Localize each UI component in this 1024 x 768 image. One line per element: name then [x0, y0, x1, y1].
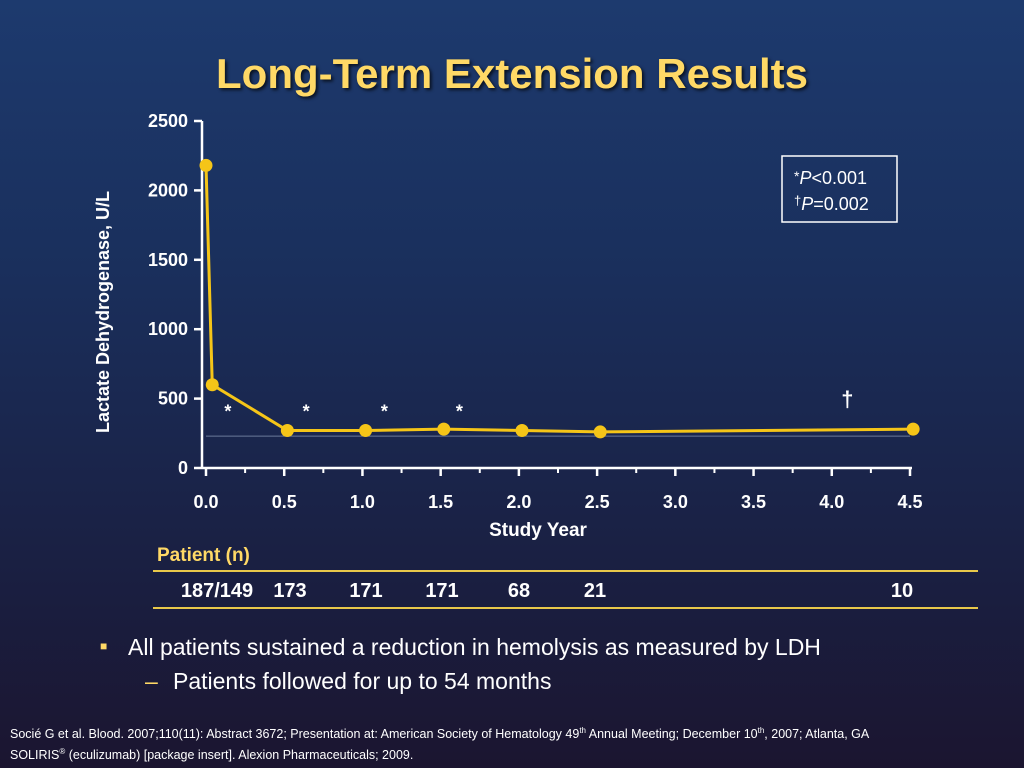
- svg-text:*P<0.001: *P<0.001: [794, 168, 867, 188]
- x-tick-label-1: 0.5: [272, 492, 297, 512]
- significance-marker-2: *: [381, 402, 388, 422]
- table-top-rule: [153, 570, 978, 572]
- x-tick-label-6: 3.0: [663, 492, 688, 512]
- y-axis-ticks: 0 500 1000 1500 2000 2500: [148, 111, 202, 478]
- dash-bullet-icon: –: [145, 668, 158, 694]
- y-tick-label-0: 0: [178, 458, 188, 478]
- series-line-0: [204, 165, 914, 434]
- patient-count-1: 173: [273, 580, 307, 602]
- y-tick-label-3: 1500: [148, 250, 188, 270]
- reference-1-part-c: , 2007; Atlanta, GA: [764, 727, 870, 742]
- reference-2-sup: ®: [59, 747, 66, 756]
- data-point-5: [515, 424, 529, 438]
- x-axis-label: Study Year: [489, 520, 587, 541]
- legend-p-1: P: [799, 168, 811, 188]
- x-tick-label-7: 3.5: [741, 492, 766, 512]
- data-point-7: [906, 422, 920, 436]
- x-axis-ticks: 0.0 0.5 1.0 1.5 2.0 2.5 3.0 3.5 4.0 4.5: [193, 468, 923, 512]
- square-bullet-icon: ■: [100, 638, 108, 653]
- ldh-line-chart: 0 500 1000 1500 2000 2500 0.0 0.5 1.0 1.5 2.0 2.5 3…: [93, 111, 923, 541]
- x-tick-label-2: 1.0: [350, 492, 375, 512]
- patient-count-2: 171: [349, 580, 383, 602]
- patient-count-3: 171: [425, 580, 459, 602]
- reference-1: Socié G et al. Blood. 2007;110(11): Abst…: [10, 726, 869, 741]
- patient-count-heading: Patient (n): [157, 545, 250, 566]
- legend-value-1: <0.001: [811, 168, 867, 188]
- data-point-1: [205, 378, 219, 392]
- reference-1-sup-1: th: [579, 726, 586, 735]
- reference-1-part-a: Socié G et al. Blood. 2007;110(11): Abst…: [10, 727, 580, 742]
- significance-marker-3: *: [456, 402, 463, 422]
- y-tick-label-2: 1000: [148, 319, 188, 339]
- page-title: Long-Term Extension Results: [216, 50, 808, 97]
- reference-2: SOLIRIS® (eculizumab) [package insert]. …: [10, 747, 413, 762]
- patient-count-0: 187/149: [180, 580, 254, 602]
- significance-marker-4: †: [841, 387, 853, 412]
- x-tick-label-3: 1.5: [428, 492, 453, 512]
- reference-1-part-b: Annual Meeting; December 10: [585, 727, 758, 742]
- data-point-2: [280, 424, 294, 438]
- bullet-main-text: All patients sustained a reduction in he…: [128, 634, 821, 660]
- patient-count-5: 21: [583, 580, 607, 602]
- table-bottom-rule: [153, 607, 978, 609]
- data-point-0: [199, 158, 213, 172]
- y-tick-label-5: 2500: [148, 111, 188, 131]
- legend-symbol-2: †: [794, 193, 801, 208]
- x-tick-label-8: 4.0: [819, 492, 844, 512]
- significance-marker-0: *: [224, 402, 231, 422]
- y-tick-label-4: 2000: [148, 180, 188, 200]
- svg-text:†P=0.002: †P=0.002: [794, 193, 869, 214]
- x-tick-label-9: 4.5: [897, 492, 922, 512]
- data-point-4: [437, 422, 451, 436]
- legend-value-2: =0.002: [813, 194, 869, 214]
- legend-p-2: P: [801, 194, 813, 214]
- reference-2-part-b: (eculizumab) [package insert]. Alexion P…: [65, 748, 414, 763]
- data-point-6: [593, 425, 607, 439]
- y-axis-label: Lactate Dehydrogenase, U/L: [93, 191, 113, 433]
- x-tick-label-4: 2.0: [506, 492, 531, 512]
- patient-count-6: 10: [890, 580, 914, 602]
- patient-count-4: 68: [507, 580, 531, 602]
- annotation-layer: * * * * †: [224, 387, 853, 422]
- series-layer: [199, 158, 920, 439]
- p-value-legend: *P<0.001 †P=0.002: [781, 155, 898, 223]
- bullet-main: ■ All patients sustained a reduction in h…: [100, 634, 821, 661]
- x-tick-label-0: 0.0: [193, 492, 218, 512]
- legend-symbol-1: *: [794, 168, 800, 184]
- bullet-sub: – Patients followed for up to 54 months: [145, 668, 551, 695]
- reference-1-sup-2: th: [757, 726, 765, 735]
- y-tick-label-1: 500: [158, 389, 188, 409]
- data-point-3: [359, 424, 373, 438]
- x-tick-label-5: 2.5: [585, 492, 610, 512]
- reference-2-part-a: SOLIRIS: [10, 748, 60, 763]
- bullet-sub-text: Patients followed for up to 54 months: [173, 668, 552, 694]
- significance-marker-1: *: [303, 402, 310, 422]
